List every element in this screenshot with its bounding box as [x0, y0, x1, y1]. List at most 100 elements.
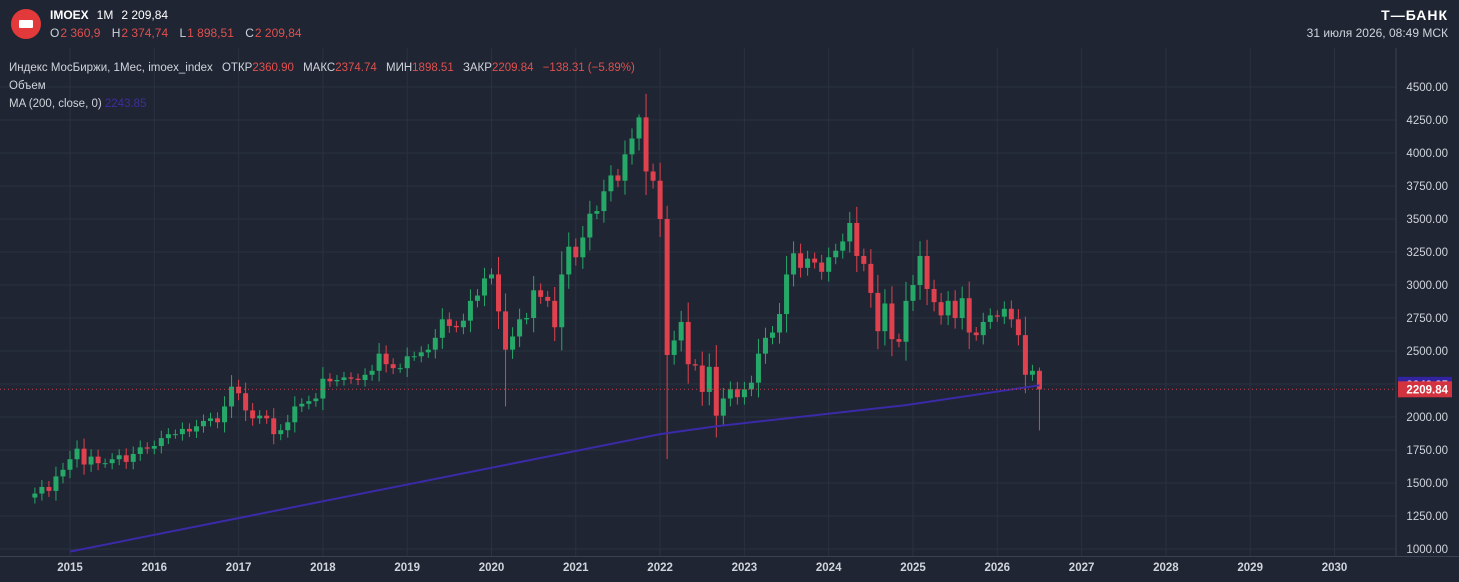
- legend-low-label: МИН: [386, 62, 413, 74]
- y-tick-label: 2500.00: [1406, 346, 1448, 358]
- candle-body: [1015, 319, 1021, 336]
- legend-ma-label: MA (200, close, 0): [9, 98, 102, 110]
- candle-body: [1008, 308, 1014, 320]
- candle-body: [243, 393, 249, 411]
- candle-body: [994, 315, 1000, 317]
- candle-body: [706, 366, 712, 392]
- candle-body: [39, 486, 45, 494]
- legend-ma-row[interactable]: MA (200, close, 0) 2243.85: [9, 95, 635, 113]
- candle-body: [805, 258, 811, 268]
- header-bar: IMOEX 1M 2 209,84 O2 360,9 H2 374,74 L1 89…: [0, 0, 1459, 48]
- legend-instrument: Индекс МосБиржи, 1Мес, imoex_index: [9, 62, 213, 74]
- candle-body: [257, 415, 263, 419]
- candle-body: [643, 117, 649, 172]
- candle-body: [896, 339, 902, 342]
- candle-body: [959, 298, 965, 318]
- candle-body: [699, 365, 705, 392]
- candle-body: [467, 300, 473, 321]
- candle-body: [931, 288, 937, 303]
- candle-body: [123, 455, 129, 462]
- candle-body: [250, 410, 256, 419]
- candle-body: [102, 463, 108, 465]
- x-tick-label: 2030: [1322, 562, 1348, 574]
- candle-body: [292, 406, 298, 423]
- candle-body: [151, 446, 157, 449]
- candle-body: [1036, 370, 1042, 390]
- candle-body: [299, 403, 305, 407]
- y-tick-label: 1750.00: [1406, 445, 1448, 457]
- candle-body: [271, 418, 277, 435]
- candle-body: [538, 290, 544, 297]
- y-tick-label: 3250.00: [1406, 247, 1448, 259]
- candle-body: [601, 191, 607, 212]
- legend-close-value: 2209.84: [491, 62, 534, 74]
- candle-body: [791, 253, 797, 275]
- candle-body: [503, 311, 509, 350]
- candle-body: [615, 175, 621, 181]
- ticker[interactable]: IMOEX: [50, 8, 89, 22]
- candle-body: [137, 447, 143, 454]
- ohlc-high-value: 2 374,74: [121, 26, 169, 40]
- ohlc-low-value: 1 898,51: [187, 26, 234, 40]
- candle-body: [53, 476, 59, 491]
- candle-body: [355, 378, 361, 381]
- x-tick-label: 2018: [310, 562, 336, 574]
- y-tick-label: 4500.00: [1406, 82, 1448, 94]
- candle-body: [95, 456, 101, 464]
- candle-body: [833, 250, 839, 258]
- candle-body: [404, 356, 410, 369]
- y-tick-label: 3000.00: [1406, 280, 1448, 292]
- candle-body: [854, 222, 860, 256]
- candle-body: [629, 138, 635, 155]
- legend-ohlc-row[interactable]: Индекс МосБиржи, 1Мес, imoex_index ОТКР2…: [9, 59, 635, 77]
- y-tick-label: 1500.00: [1406, 478, 1448, 490]
- y-tick-label: 2000.00: [1406, 412, 1448, 424]
- x-tick-label: 2025: [900, 562, 926, 574]
- candle-body: [889, 303, 895, 340]
- datetime: 31 июля 2026, 08:49 МСК: [1306, 26, 1448, 40]
- candle-body: [594, 211, 600, 214]
- candle-body: [678, 321, 684, 341]
- candle-body: [200, 420, 206, 427]
- candle-body: [713, 366, 719, 416]
- legend-change: −138.31 (−5.89%): [542, 62, 635, 74]
- candle-body: [924, 255, 930, 289]
- candle-body: [362, 374, 368, 381]
- candle-body: [432, 337, 438, 350]
- legend-open-value: 2360.90: [252, 62, 294, 74]
- legend-open-label: ОТКР: [221, 62, 253, 74]
- candle-body: [1029, 370, 1035, 375]
- candle-body: [67, 459, 73, 470]
- interval[interactable]: 1M: [96, 8, 114, 22]
- ohlc-open-key: O: [50, 26, 60, 40]
- symbol-line[interactable]: IMOEX 1M 2 209,84: [50, 8, 176, 22]
- candle-body: [74, 448, 80, 460]
- candle-body: [510, 336, 516, 350]
- legend-volume-row[interactable]: Объем: [9, 80, 46, 92]
- candle-body: [671, 340, 677, 355]
- x-tick-label: 2023: [732, 562, 758, 574]
- candle-body: [545, 296, 551, 301]
- candle-body: [587, 213, 593, 238]
- candle-body: [664, 219, 670, 355]
- candle-body: [397, 368, 403, 370]
- candle-body: [320, 378, 326, 399]
- x-tick-label: 2016: [142, 562, 168, 574]
- ma-line: [69, 384, 1040, 553]
- candle-body: [453, 325, 459, 328]
- ohlc-low-key: L: [179, 26, 187, 40]
- candle-body: [383, 353, 389, 365]
- candle-body: [313, 398, 319, 402]
- candle-body: [327, 378, 333, 382]
- candle-body: [46, 486, 52, 491]
- candle-body: [439, 319, 445, 338]
- candle-body: [966, 298, 972, 333]
- candle-body: [165, 434, 171, 439]
- brand-name: Т—БАНК: [1381, 7, 1448, 23]
- candle-body: [777, 314, 783, 333]
- legend-close-label: ЗАКР: [462, 62, 492, 74]
- candle-body: [186, 428, 192, 432]
- candle-body: [741, 389, 747, 398]
- candle-body: [172, 434, 178, 436]
